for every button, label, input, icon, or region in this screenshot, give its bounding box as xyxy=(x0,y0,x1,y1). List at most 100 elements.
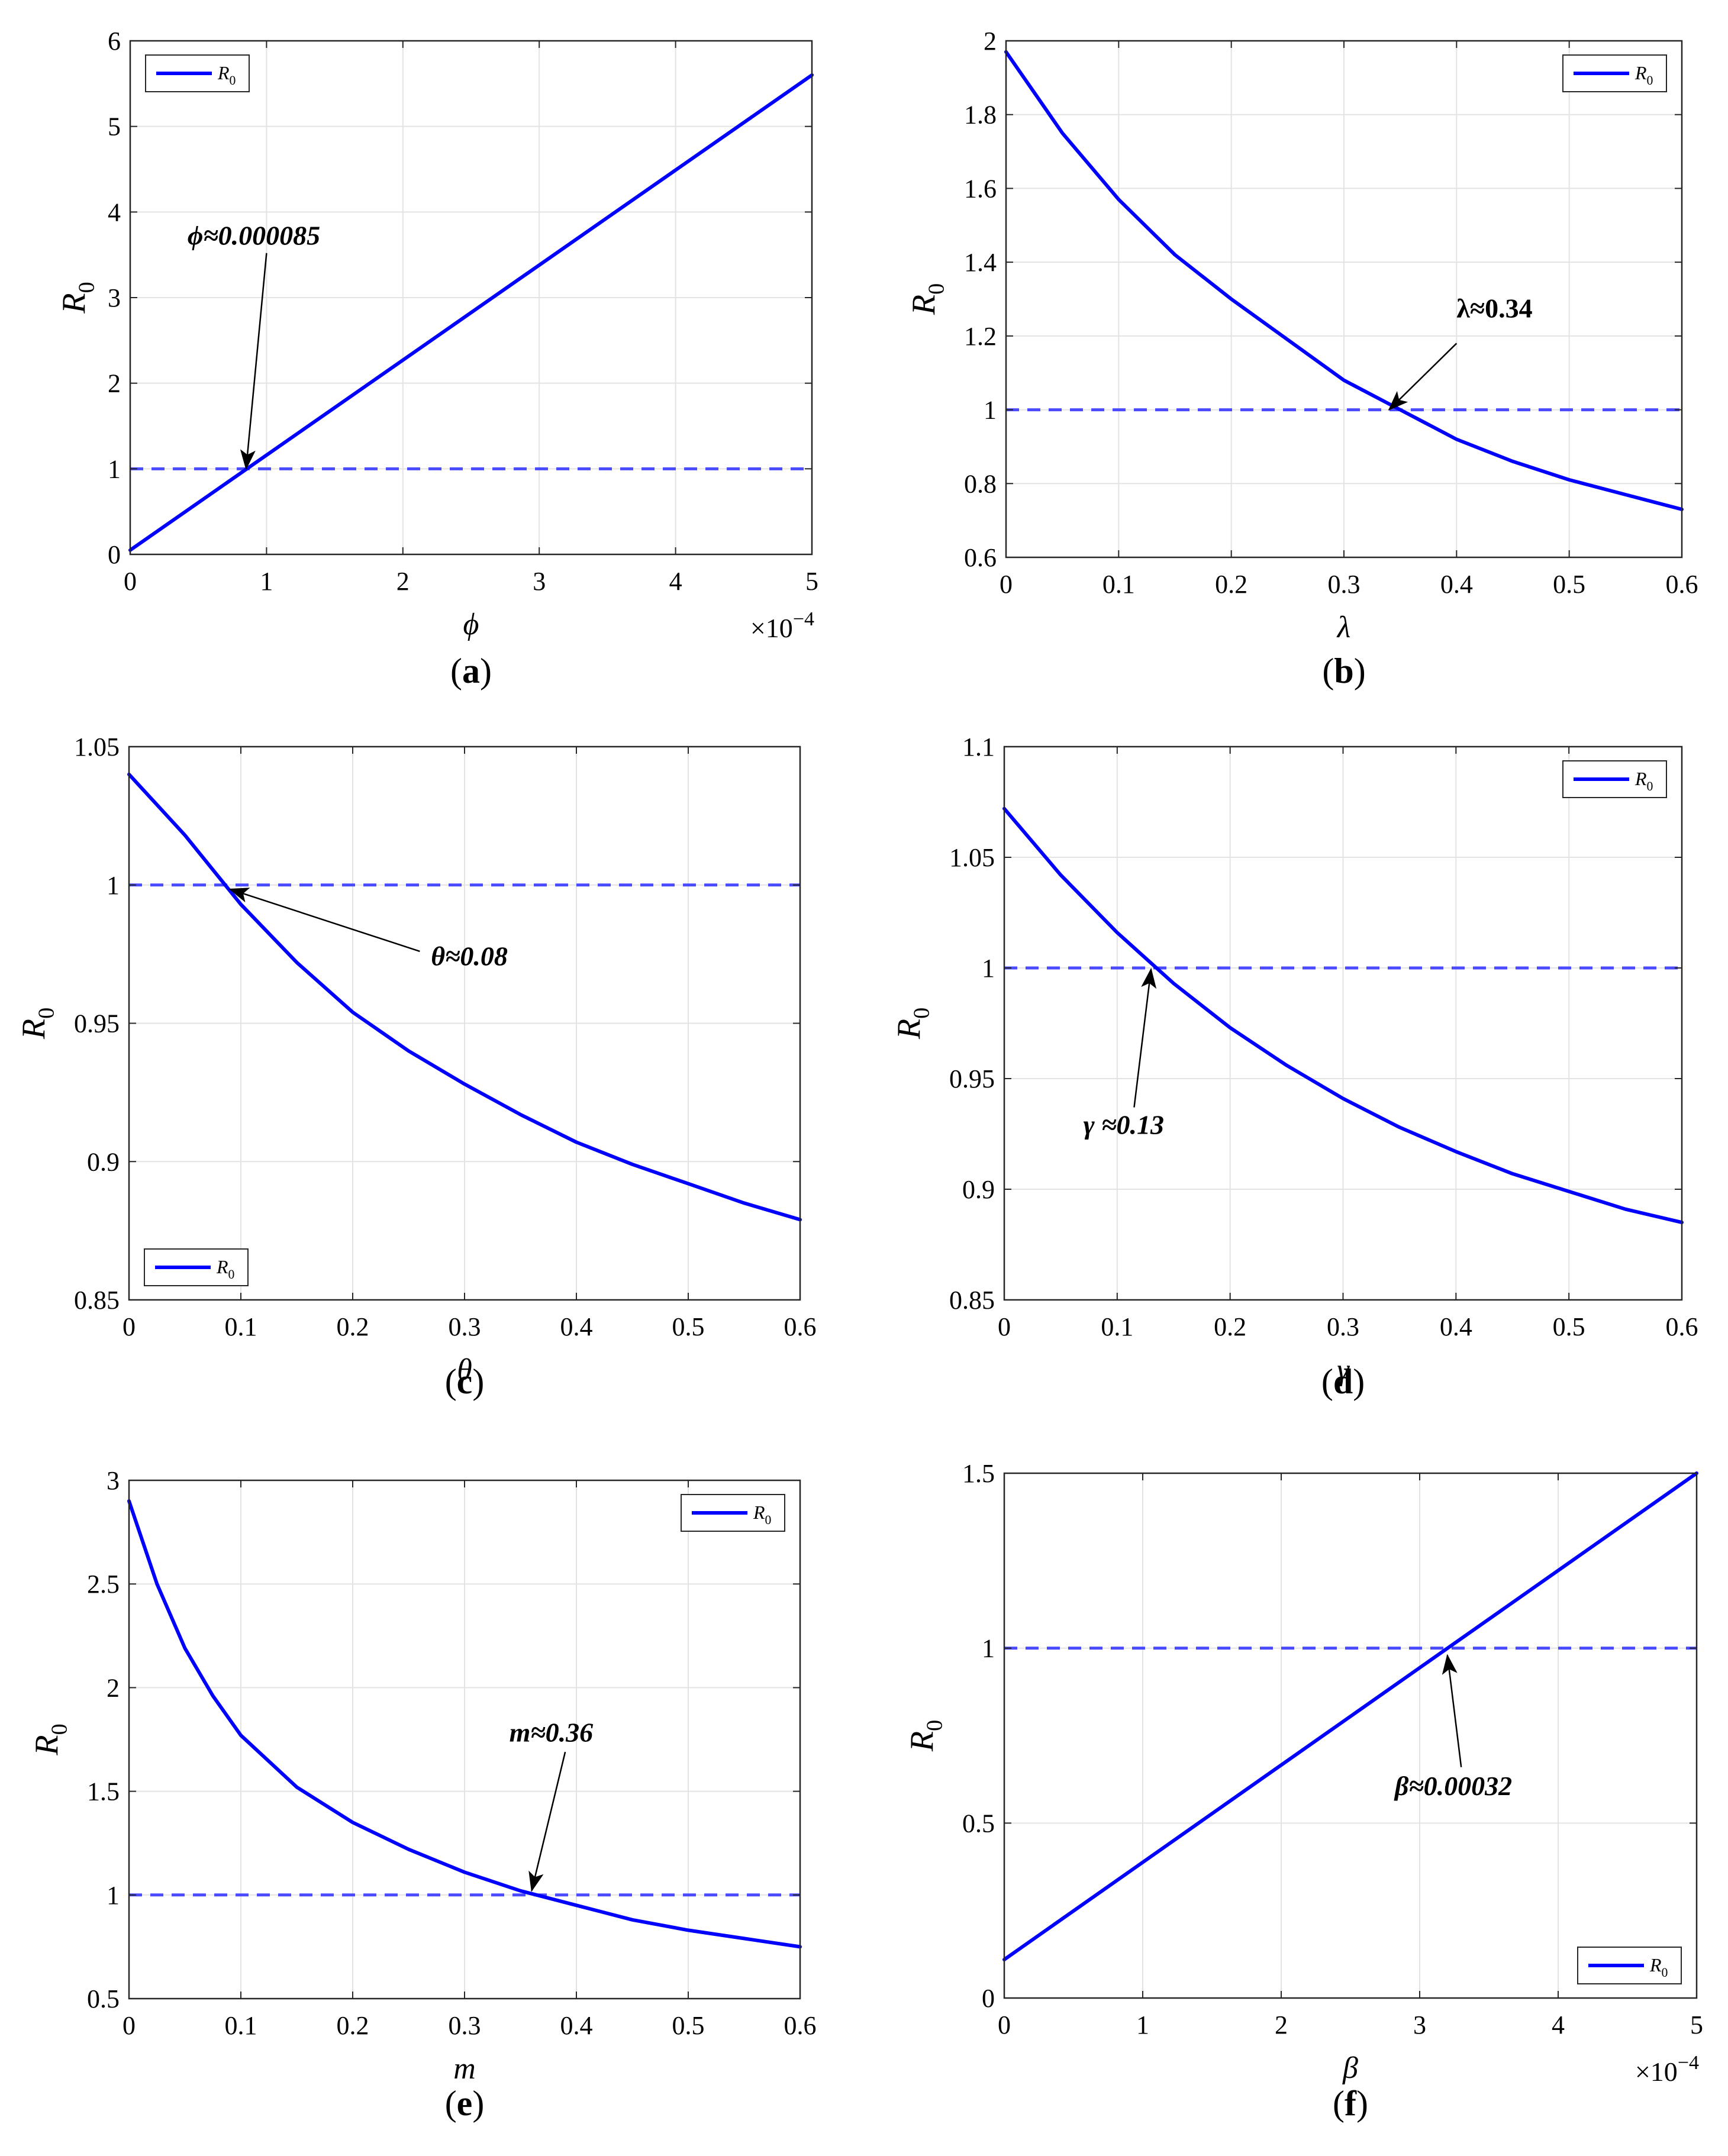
panel-e: 0 0.1 0.2 0.3 0.4 0.5 0.6 0.5 1 1.5 2 2.5 3 m R0 R0 m≈0.… xyxy=(28,1466,817,2123)
annotation-label: ϕ≈0.000085 xyxy=(188,220,320,250)
y-axis-label: R0 xyxy=(28,1723,72,1755)
y-tick-label: 0.5 xyxy=(87,1984,120,2013)
y-tick-label: 4 xyxy=(108,198,121,227)
annotation-label: m≈0.36 xyxy=(510,1718,594,1748)
y-tick-label: 3 xyxy=(107,1466,120,1495)
x-tick-label: 0.6 xyxy=(1666,570,1698,599)
x-tick-label: 2 xyxy=(1275,2010,1288,2039)
panel-caption: (c) xyxy=(445,1362,485,1401)
y-tick-label: 6 xyxy=(108,27,121,56)
y-tick-label: 3 xyxy=(108,283,121,312)
x-tick-label: 1 xyxy=(1136,2010,1149,2039)
annotation-arrow xyxy=(1133,967,1157,1108)
series-line-0 xyxy=(128,73,814,552)
y-tick-label: 1.05 xyxy=(74,732,120,761)
y-tick-label: 0.85 xyxy=(949,1286,995,1315)
y-tick-label: 0.9 xyxy=(87,1147,120,1176)
annotation-label: β≈0.00032 xyxy=(1394,1771,1512,1801)
x-tick-label: 0 xyxy=(1000,570,1013,599)
x-tick-label: 0.3 xyxy=(449,1312,481,1341)
y-tick-label: 1 xyxy=(982,1634,995,1663)
y-tick-label: 1.1 xyxy=(962,732,995,761)
x-axis-label: γ xyxy=(1337,1353,1350,1387)
y-tick-label: 2.5 xyxy=(87,1570,120,1599)
y-tick-label: 1.6 xyxy=(964,174,997,203)
x-tick-label: 5 xyxy=(1690,2010,1703,2039)
panel-a: 0 1 2 3 4 5 0 1 2 3 4 5 6 ×10−4 ϕ R0 R0 ϕ≈0.000085 (a) xyxy=(56,27,818,690)
annotation-arrow xyxy=(1442,1654,1462,1767)
plot-area xyxy=(1004,1473,1697,1998)
panel-c: 0 0.1 0.2 0.3 0.4 0.5 0.6 0.85 0.9 0.95 1 1.05 θ R0 R0… xyxy=(15,732,817,1401)
y-tick-label: 1.5 xyxy=(962,1459,995,1488)
x-tick-label: 0.1 xyxy=(225,2011,257,2040)
x-axis-label: β xyxy=(1342,2051,1358,2085)
series-line-0 xyxy=(127,1499,802,1949)
y-tick-label: 0.8 xyxy=(964,469,997,498)
y-tick-label: 5 xyxy=(108,112,121,141)
annotation-label: θ≈0.08 xyxy=(431,941,508,971)
panel-caption: (b) xyxy=(1322,651,1365,690)
y-axis-label: R0 xyxy=(15,1008,59,1040)
x-tick-label: 0.2 xyxy=(1214,1312,1246,1341)
x-tick-label: 0 xyxy=(124,567,137,596)
legend-label: R0 xyxy=(1649,1954,1668,1980)
y-tick-label: 0 xyxy=(982,1984,995,2013)
y-tick-label: 2 xyxy=(108,369,121,398)
annotation-arrow xyxy=(228,887,420,953)
annotation-label: λ≈0.34 xyxy=(1456,293,1532,324)
x-axis-label: m xyxy=(453,2052,476,2086)
x-tick-label: 4 xyxy=(1552,2010,1565,2039)
panel-caption: (a) xyxy=(450,651,492,690)
x-tick-label: 0 xyxy=(122,1312,136,1341)
axes-box xyxy=(1003,1472,1698,1999)
y-axis-label: R0 xyxy=(904,1720,947,1752)
legend: R0 xyxy=(145,54,250,92)
x-tick-label: 0.3 xyxy=(1328,570,1361,599)
y-tick-label: 1.4 xyxy=(964,248,997,277)
legend-label: R0 xyxy=(1634,768,1653,793)
x-tick-label: 0.3 xyxy=(449,2011,481,2040)
annotation-arrow xyxy=(240,253,267,470)
legend: R0 xyxy=(1562,54,1667,92)
y-tick-label: 2 xyxy=(107,1673,120,1702)
x-tick-label: 0.1 xyxy=(1102,570,1135,599)
x-tick-label: 0.5 xyxy=(672,1312,705,1341)
x-axis-label: θ xyxy=(457,1353,472,1387)
panel-caption: (f) xyxy=(1333,2084,1368,2123)
legend: R0 xyxy=(144,1248,249,1286)
x-tick-label: 0 xyxy=(998,2010,1011,2039)
y-axis-label: R0 xyxy=(891,1008,934,1040)
x-tick-label: 0.6 xyxy=(1666,1312,1698,1341)
x-tick-label: 4 xyxy=(669,567,682,596)
legend-label: R0 xyxy=(1634,62,1653,88)
panel-f: 0 1 2 3 4 5 0 0.5 1 1.5 ×10−4 β R0 R0 β≈0.00032 (f) xyxy=(904,1459,1703,2123)
legend-label: R0 xyxy=(753,1502,772,1527)
panel-d: 0 0.1 0.2 0.3 0.4 0.5 0.6 0.85 0.9 0.95 1 1.05 1.1 γ R… xyxy=(891,732,1698,1401)
x-tick-label: 0.4 xyxy=(1440,1312,1472,1341)
annotation-label: γ ≈0.13 xyxy=(1084,1110,1164,1140)
y-tick-label: 1 xyxy=(107,1881,120,1910)
x-tick-label: 5 xyxy=(805,567,818,596)
series-line-0 xyxy=(1002,806,1684,1225)
series-line-0 xyxy=(1002,1471,1698,1961)
series-line-0 xyxy=(127,772,802,1222)
x-tick-label: 0.2 xyxy=(337,2011,369,2040)
x-axis-label: ϕ xyxy=(463,608,479,641)
x-multiplier: ×10−4 xyxy=(750,608,814,643)
x-tick-label: 0.2 xyxy=(337,1312,369,1341)
annotation-arrow xyxy=(528,1751,566,1892)
legend-label: R0 xyxy=(216,1256,235,1282)
y-axis-label: R0 xyxy=(56,282,99,314)
legend-label: R0 xyxy=(217,62,236,88)
y-tick-label: 0.95 xyxy=(949,1064,995,1093)
y-tick-label: 0.5 xyxy=(962,1809,995,1838)
legend: R0 xyxy=(1577,1947,1682,1984)
x-tick-label: 0.4 xyxy=(560,2011,593,2040)
legend: R0 xyxy=(1562,760,1667,798)
y-tick-label: 1 xyxy=(108,454,121,483)
panel-caption: (d) xyxy=(1321,1362,1365,1401)
x-tick-label: 3 xyxy=(533,567,546,596)
y-tick-label: 1.2 xyxy=(964,322,997,351)
x-tick-label: 0 xyxy=(122,2011,136,2040)
